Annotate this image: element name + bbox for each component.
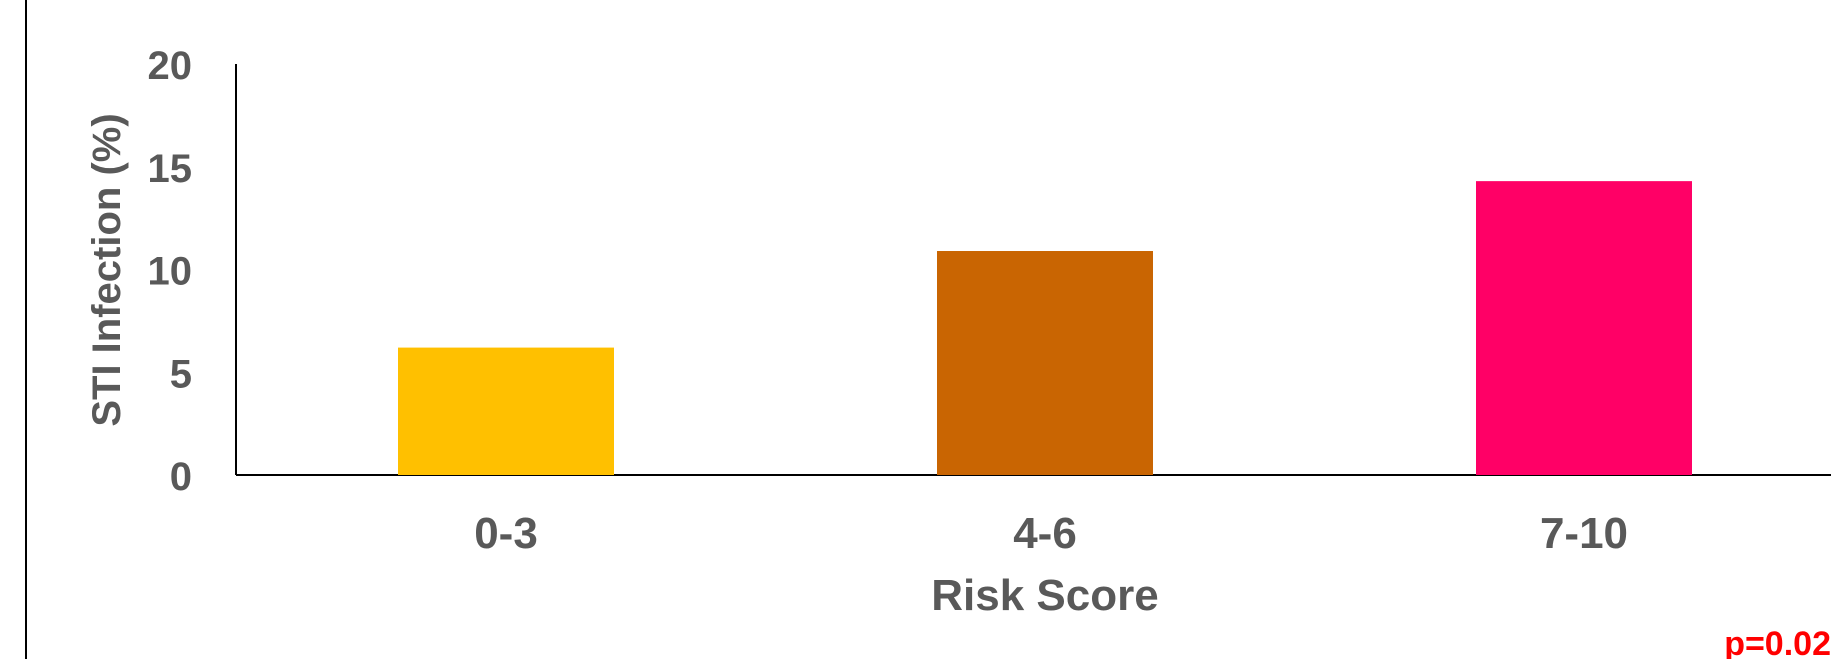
x-axis-label: Risk Score [931,571,1158,620]
y-tick-label: 10 [148,250,193,294]
y-axis-label: STI Infection (%) [85,113,129,426]
p-value-annotation: p=0.02 [1724,625,1831,659]
x-tick-label: 0-3 [474,509,538,558]
y-tick-label: 0 [170,455,192,499]
y-tick-labels: 0 5 10 15 20 [148,44,193,499]
bar-7-10 [1476,181,1692,475]
y-tick-label: 5 [170,352,192,396]
bar-0-3 [398,347,614,475]
y-tick-label: 20 [148,44,193,88]
bars [398,181,1692,475]
y-tick-label: 15 [148,147,193,191]
x-tick-label: 4-6 [1013,509,1077,558]
x-tick-labels: 0-3 4-6 7-10 [474,509,1628,558]
bar-4-6 [937,251,1153,475]
x-tick-label: 7-10 [1540,509,1628,558]
